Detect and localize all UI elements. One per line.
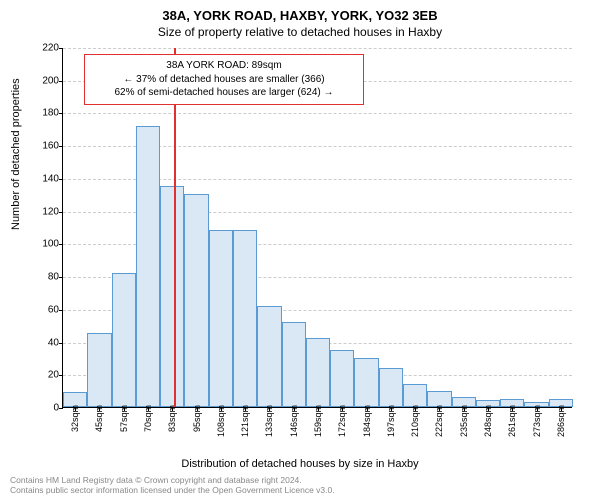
x-axis-label: Distribution of detached houses by size … (0, 458, 600, 470)
footer-attribution: Contains HM Land Registry data © Crown c… (10, 475, 335, 496)
ytick-label: 80 (29, 272, 59, 283)
histogram-bar (160, 186, 184, 407)
ytick-label: 100 (29, 239, 59, 250)
ytick-label: 220 (29, 43, 59, 54)
histogram-bar (87, 333, 111, 407)
xtick-label: 248sqm (483, 405, 493, 437)
ytick-label: 120 (29, 206, 59, 217)
gridline (63, 48, 572, 49)
histogram-bar (209, 230, 233, 407)
histogram-bar (184, 194, 208, 407)
ytick-label: 0 (29, 403, 59, 414)
ytick-mark (59, 408, 63, 409)
ytick-mark (59, 244, 63, 245)
ytick-mark (59, 212, 63, 213)
histogram-bar (330, 350, 354, 407)
ytick-mark (59, 310, 63, 311)
footer-line-2: Contains public sector information licen… (10, 485, 335, 496)
ytick-mark (59, 146, 63, 147)
chart-title-sub: Size of property relative to detached ho… (0, 25, 600, 39)
ytick-label: 140 (29, 173, 59, 184)
gridline (63, 113, 572, 114)
xtick-label: 32sqm (70, 405, 80, 432)
ytick-mark (59, 179, 63, 180)
xtick-label: 235sqm (459, 405, 469, 437)
annotation-box: 38A YORK ROAD: 89sqm ← 37% of detached h… (84, 54, 364, 105)
ytick-mark (59, 375, 63, 376)
xtick-label: 286sqm (556, 405, 566, 437)
histogram-bar (354, 358, 378, 407)
chart-area: 02040608010012014016018020022032sqm45sqm… (62, 48, 572, 408)
xtick-label: 121sqm (240, 405, 250, 437)
histogram-bar (257, 306, 281, 407)
xtick-label: 184sqm (362, 405, 372, 437)
y-axis-label: Number of detached properties (10, 78, 22, 230)
ytick-mark (59, 343, 63, 344)
xtick-label: 197sqm (386, 405, 396, 437)
xtick-label: 273sqm (532, 405, 542, 437)
xtick-label: 222sqm (434, 405, 444, 437)
histogram-bar (112, 273, 136, 407)
ytick-label: 200 (29, 75, 59, 86)
ytick-mark (59, 81, 63, 82)
xtick-label: 95sqm (192, 405, 202, 432)
ytick-mark (59, 277, 63, 278)
histogram-bar (282, 322, 306, 407)
ytick-label: 40 (29, 337, 59, 348)
annotation-line-1: 38A YORK ROAD: 89sqm (93, 59, 355, 73)
xtick-label: 83sqm (167, 405, 177, 432)
ytick-label: 20 (29, 370, 59, 381)
ytick-label: 60 (29, 304, 59, 315)
histogram-bar (403, 384, 427, 407)
annotation-line-3: 62% of semi-detached houses are larger (… (93, 86, 355, 100)
annotation-line-2: ← 37% of detached houses are smaller (36… (93, 73, 355, 87)
chart-title-main: 38A, YORK ROAD, HAXBY, YORK, YO32 3EB (0, 8, 600, 23)
histogram-bar (379, 368, 403, 407)
xtick-label: 146sqm (289, 405, 299, 437)
ytick-mark (59, 48, 63, 49)
ytick-label: 160 (29, 141, 59, 152)
histogram-bar (136, 126, 160, 407)
xtick-label: 45sqm (94, 405, 104, 432)
histogram-bar (233, 230, 257, 407)
xtick-label: 261sqm (507, 405, 517, 437)
xtick-label: 210sqm (410, 405, 420, 437)
xtick-label: 159sqm (313, 405, 323, 437)
xtick-label: 57sqm (119, 405, 129, 432)
xtick-label: 108sqm (216, 405, 226, 437)
ytick-label: 180 (29, 108, 59, 119)
ytick-mark (59, 113, 63, 114)
footer-line-1: Contains HM Land Registry data © Crown c… (10, 475, 335, 486)
xtick-label: 70sqm (143, 405, 153, 432)
xtick-label: 133sqm (264, 405, 274, 437)
xtick-label: 172sqm (337, 405, 347, 437)
histogram-bar (306, 338, 330, 407)
